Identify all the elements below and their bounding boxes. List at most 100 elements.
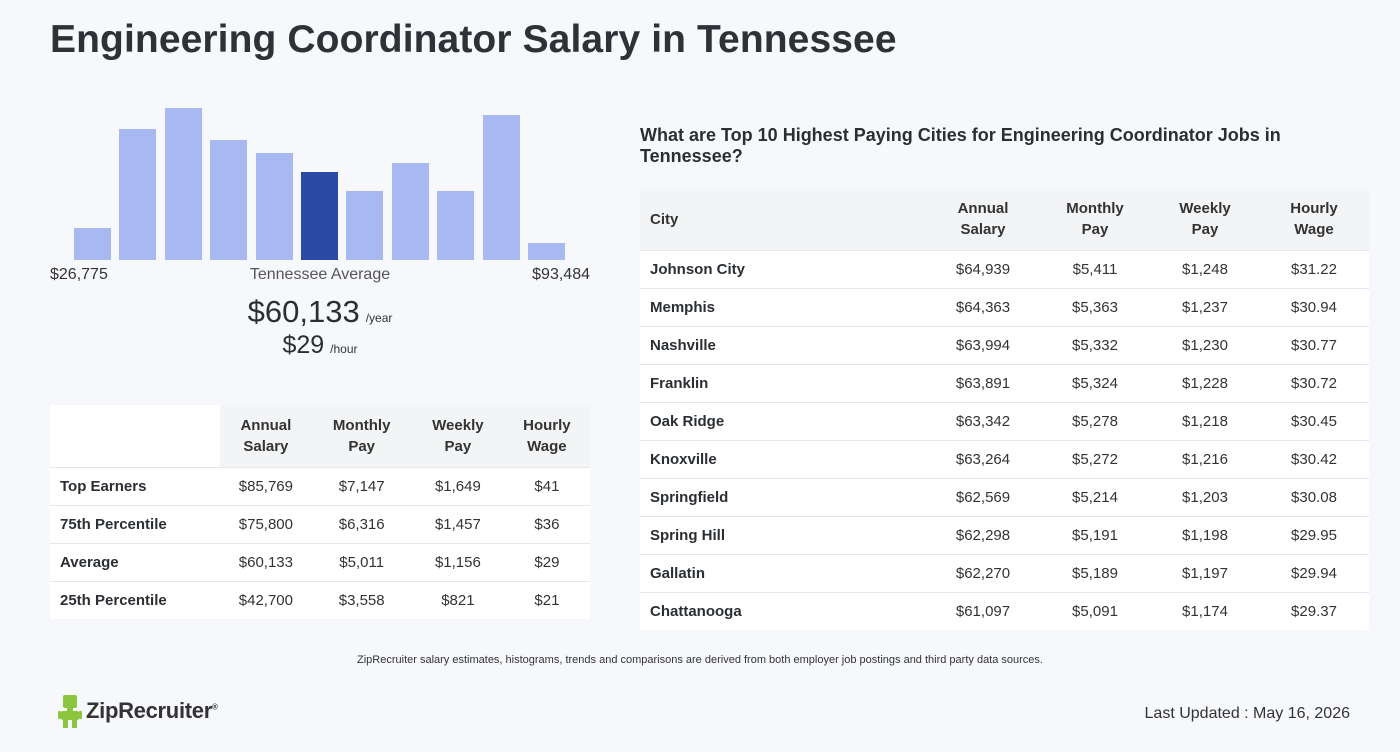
histogram-max-label: $93,484 <box>532 266 590 283</box>
hourly-cell: $29.37 <box>1259 592 1369 630</box>
average-yearly: $60,133/year <box>50 294 590 330</box>
percentile-header-annual: Annual Salary <box>220 405 312 468</box>
salary-histogram <box>50 100 590 260</box>
histogram-bar <box>301 172 338 260</box>
hourly-cell: $30.08 <box>1259 478 1369 517</box>
average-yearly-value: $60,133 <box>247 294 360 329</box>
city-name-cell: Spring Hill <box>640 516 927 555</box>
weekly-cell: $1,174 <box>1151 592 1259 630</box>
city-name-cell: Springfield <box>640 478 927 517</box>
monthly-cell: $5,011 <box>311 543 412 582</box>
city-row: Oak Ridge $63,342 $5,278 $1,218 $30.45 <box>640 402 1369 441</box>
monthly-cell: $5,324 <box>1039 364 1151 403</box>
footnote: ZipRecruiter salary estimates, histogram… <box>357 654 1043 666</box>
monthly-cell: $5,189 <box>1039 554 1151 593</box>
annual-cell: $60,133 <box>220 543 312 582</box>
weekly-cell: $1,457 <box>411 505 504 544</box>
city-name-cell: Franklin <box>640 364 927 403</box>
hourly-cell: $30.45 <box>1259 402 1369 441</box>
annual-cell: $63,994 <box>927 326 1039 365</box>
histogram-bar <box>528 243 565 260</box>
annual-cell: $42,700 <box>220 581 312 619</box>
average-hourly-unit: /hour <box>330 342 358 356</box>
hourly-cell: $31.22 <box>1259 250 1369 289</box>
logo-text: ZipRecruiter® <box>86 698 218 723</box>
weekly-cell: $1,228 <box>1151 364 1259 403</box>
histogram-bar <box>482 115 520 260</box>
percentile-row-25th: 25th Percentile $42,700 $3,558 $821 $21 <box>50 581 590 619</box>
percentile-row-average: Average $60,133 $5,011 $1,156 $29 <box>50 543 590 582</box>
weekly-cell: $1,197 <box>1151 554 1259 593</box>
weekly-cell: $1,218 <box>1151 402 1259 441</box>
city-name-cell: Oak Ridge <box>640 402 927 441</box>
weekly-cell: $1,248 <box>1151 250 1259 289</box>
annual-cell: $62,569 <box>927 478 1039 517</box>
city-row: Franklin $63,891 $5,324 $1,228 $30.72 <box>640 364 1369 403</box>
city-name-cell: Nashville <box>640 326 927 365</box>
city-row: Knoxville $63,264 $5,272 $1,216 $30.42 <box>640 440 1369 479</box>
row-label: Average <box>50 543 221 582</box>
row-label: Top Earners <box>50 467 221 506</box>
histogram-bar <box>346 191 384 260</box>
annual-cell: $85,769 <box>220 467 312 506</box>
monthly-cell: $5,091 <box>1039 592 1151 630</box>
city-row: Spring Hill $62,298 $5,191 $1,198 $29.95 <box>640 516 1369 555</box>
city-name-cell: Chattanooga <box>640 592 927 630</box>
city-row: Johnson City $64,939 $5,411 $1,248 $31.22 <box>640 250 1369 289</box>
monthly-cell: $5,363 <box>1039 288 1151 327</box>
hourly-cell: $30.72 <box>1259 364 1369 403</box>
cities-header-monthly: Monthly Pay <box>1039 188 1151 251</box>
monthly-cell: $5,411 <box>1039 250 1151 289</box>
histogram-min-label: $26,775 <box>50 266 108 283</box>
hourly-cell: $30.42 <box>1259 440 1369 479</box>
cities-header-city: City <box>640 188 927 251</box>
percentile-table: Annual Salary Monthly Pay Weekly Pay Hourly… <box>50 405 590 619</box>
annual-cell: $62,298 <box>927 516 1039 555</box>
annual-cell: $64,939 <box>927 250 1039 289</box>
monthly-cell: $5,191 <box>1039 516 1151 555</box>
monthly-cell: $3,558 <box>311 581 412 619</box>
weekly-cell: $1,649 <box>411 467 504 506</box>
annual-cell: $63,342 <box>927 402 1039 441</box>
city-row: Gallatin $62,270 $5,189 $1,197 $29.94 <box>640 554 1369 593</box>
hourly-cell: $41 <box>503 467 590 506</box>
row-label: 75th Percentile <box>50 505 221 544</box>
annual-cell: $61,097 <box>927 592 1039 630</box>
average-hourly: $29/hour <box>50 331 590 360</box>
ziprecruiter-mascot-icon <box>58 695 82 728</box>
average-yearly-unit: /year <box>365 311 393 325</box>
histogram-bar <box>164 108 202 260</box>
weekly-cell: $1,216 <box>1151 440 1259 479</box>
histogram-bar <box>391 163 429 260</box>
cities-header-row: City Annual Salary Monthly Pay Weekly Pay H… <box>640 188 1369 251</box>
annual-cell: $64,363 <box>927 288 1039 327</box>
monthly-cell: $5,272 <box>1039 440 1151 479</box>
hourly-cell: $29.94 <box>1259 554 1369 593</box>
cities-header-annual: Annual Salary <box>927 188 1039 251</box>
percentile-header-blank <box>50 405 221 468</box>
row-label: 25th Percentile <box>50 581 221 619</box>
average-hourly-value: $29 <box>282 331 325 359</box>
cities-heading: What are Top 10 Highest Paying Cities fo… <box>640 125 1281 166</box>
hourly-cell: $30.77 <box>1259 326 1369 365</box>
city-row: Springfield $62,569 $5,214 $1,203 $30.08 <box>640 478 1369 517</box>
weekly-cell: $1,203 <box>1151 478 1259 517</box>
page-title: Engineering Coordinator Salary in Tennes… <box>50 18 897 61</box>
percentile-header-monthly: Monthly Pay <box>311 405 412 468</box>
histogram-bar <box>210 140 248 260</box>
ziprecruiter-logo[interactable]: ZipRecruiter® <box>58 694 218 728</box>
hourly-cell: $29 <box>503 543 590 582</box>
monthly-cell: $5,332 <box>1039 326 1151 365</box>
histogram-bar <box>74 228 111 260</box>
city-row: Memphis $64,363 $5,363 $1,237 $30.94 <box>640 288 1369 327</box>
histogram-center-label: Tennessee Average <box>249 266 391 283</box>
monthly-cell: $5,278 <box>1039 402 1151 441</box>
percentile-header-row: Annual Salary Monthly Pay Weekly Pay Hourly… <box>50 405 590 468</box>
histogram-bar <box>119 129 157 260</box>
city-name-cell: Memphis <box>640 288 927 327</box>
percentile-row-75th: 75th Percentile $75,800 $6,316 $1,457 $3… <box>50 505 590 544</box>
annual-cell: $75,800 <box>220 505 312 544</box>
percentile-row-top-earners: Top Earners $85,769 $7,147 $1,649 $41 <box>50 467 590 506</box>
city-row: Chattanooga $61,097 $5,091 $1,174 $29.37 <box>640 592 1369 630</box>
annual-cell: $63,264 <box>927 440 1039 479</box>
